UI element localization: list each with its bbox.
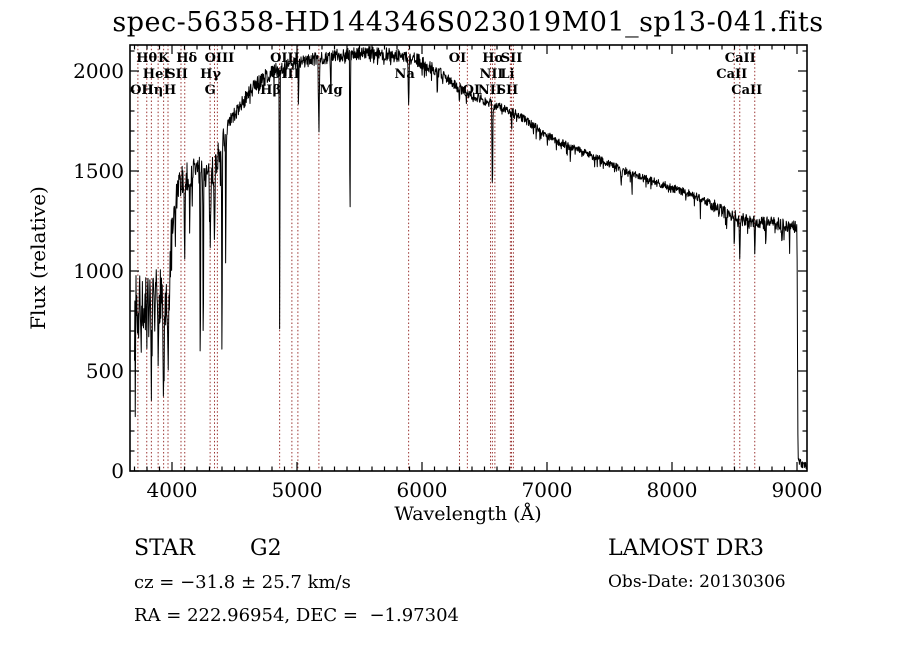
survey-release-text: LAMOST DR3 (608, 536, 764, 561)
spectral-line-label: SII (497, 83, 519, 98)
spectral-line-label: CaII (731, 83, 762, 98)
spectral-line-label: Hα (482, 51, 504, 66)
y-axis-tick-label: 0 (111, 459, 124, 483)
spectral-line-label: OI (449, 51, 466, 66)
spectral-line-label: NII (478, 83, 502, 98)
x-axis-tick-label: 7000 (522, 478, 573, 502)
y-axis-tick-label: 1500 (73, 159, 124, 183)
plot-frame (129, 44, 808, 472)
spectral-line-label: HeI (143, 67, 170, 82)
spectral-line-label: Hδ (176, 51, 197, 66)
figure-title: spec-56358-HD144346S023019M01_sp13-041.f… (112, 7, 824, 38)
spectral-line-label: NII (479, 67, 503, 82)
spectral-line-label: H (164, 83, 176, 98)
spectral-line-label: K (158, 51, 170, 66)
cz-velocity-text: cz = −31.8 ± 25.7 km/s (134, 572, 351, 593)
spectral-line-label: Na (394, 67, 415, 82)
spectral-line-label: SII (166, 67, 188, 82)
y-axis-tick-label: 500 (86, 359, 124, 383)
spectral-line-label: OIII (270, 51, 300, 66)
spectral-line-label: Hγ (200, 67, 221, 82)
spectral-line-label: OII (130, 83, 154, 98)
spectral-line-label: Hβ (260, 83, 281, 98)
spectral-line-label: Hη (142, 83, 164, 98)
x-axis-tick-label: 5000 (272, 478, 323, 502)
x-axis-label: Wavelength (Å) (394, 503, 542, 525)
y-axis-tick-label: 1000 (73, 259, 124, 283)
y-axis-tick-label: 2000 (73, 59, 124, 83)
object-class-text: STAR (134, 536, 195, 561)
spectral-line-label: Hθ (136, 51, 157, 66)
object-subclass-text: G2 (250, 536, 282, 561)
spectral-line-label: Li (500, 67, 514, 82)
x-axis-tick-label: 9000 (772, 478, 823, 502)
spectrum-trace (134, 45, 807, 469)
x-axis-tick-label: 8000 (647, 478, 698, 502)
spectral-line-label: CaII (716, 67, 747, 82)
obs-date-text: Obs-Date: 20130306 (608, 572, 786, 592)
spectral-line-label: CaII (725, 51, 756, 66)
x-axis-tick-label: 4000 (147, 478, 198, 502)
spectral-line-label: OIII (205, 51, 235, 66)
spectral-line-label: G (205, 83, 216, 98)
x-axis-tick-label: 6000 (397, 478, 448, 502)
ra-dec-text: RA = 222.96954, DEC = −1.97304 (134, 605, 459, 626)
spectral-line-label: SII (501, 51, 523, 66)
y-axis-label: Flux (relative) (26, 186, 50, 330)
